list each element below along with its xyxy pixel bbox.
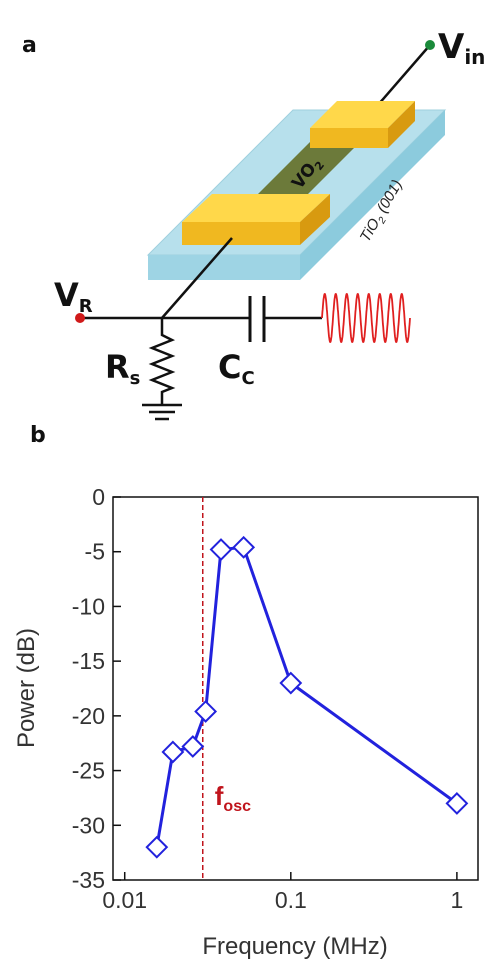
substrate-side	[300, 110, 445, 280]
data-point	[445, 791, 469, 815]
pad-top	[310, 101, 415, 128]
y-axis-label: Power (dB)	[13, 628, 40, 748]
rs-label: Rs	[105, 348, 140, 389]
vr-text: V	[54, 276, 79, 314]
vin-label: Vin	[438, 27, 485, 69]
data-point	[209, 538, 233, 561]
vr-label: VR	[54, 276, 93, 317]
plot-frame	[112, 496, 479, 881]
series-line	[155, 545, 458, 848]
x-tick-label: 0.1	[275, 887, 307, 913]
resistor	[148, 318, 176, 405]
x-axis-label: Frequency (MHz)	[202, 933, 387, 960]
substrate-sub: 2	[376, 215, 389, 227]
data-point	[181, 735, 205, 758]
data-point	[232, 535, 256, 559]
cc-text: C	[218, 348, 241, 386]
terminal	[75, 313, 85, 323]
rs-text: R	[105, 348, 130, 386]
y-tick-label: -25	[72, 758, 105, 784]
y-tick-label: -35	[72, 867, 105, 893]
vr-sub: R	[79, 296, 93, 317]
vo2-film	[252, 142, 360, 200]
panel-label: a	[22, 33, 37, 58]
data-point	[145, 835, 169, 859]
wire	[161, 237, 233, 319]
pad-front	[182, 222, 300, 245]
data-point	[161, 740, 185, 764]
x-tick-label: 0.01	[102, 887, 147, 913]
panel-label: b	[30, 423, 46, 448]
substrate-front	[148, 255, 300, 280]
annotation-text: f	[215, 781, 224, 811]
vin-text: V	[438, 27, 465, 67]
pad-side	[300, 194, 330, 245]
cc-sub: C	[241, 368, 254, 389]
pad-top	[182, 194, 330, 222]
oscillation	[321, 293, 411, 343]
data-point	[194, 700, 218, 723]
y-tick-label: -20	[72, 703, 105, 729]
y-tick-label: -5	[85, 539, 105, 565]
annotation: fosc	[215, 781, 251, 815]
rs-sub: s	[130, 368, 141, 389]
pad-side	[388, 101, 415, 148]
data-point	[279, 671, 303, 695]
y-tick-label: 0	[92, 484, 105, 510]
annotation-sub: osc	[223, 798, 251, 815]
y-tick-label: -15	[72, 648, 105, 674]
vin-sub: in	[464, 45, 485, 69]
pad-front	[310, 128, 388, 148]
y-tick-label: -30	[72, 812, 105, 838]
cc-label: CC	[218, 348, 255, 389]
x-tick-label: 1	[450, 887, 463, 913]
terminal	[425, 40, 435, 50]
y-tick-label: -10	[72, 593, 105, 619]
